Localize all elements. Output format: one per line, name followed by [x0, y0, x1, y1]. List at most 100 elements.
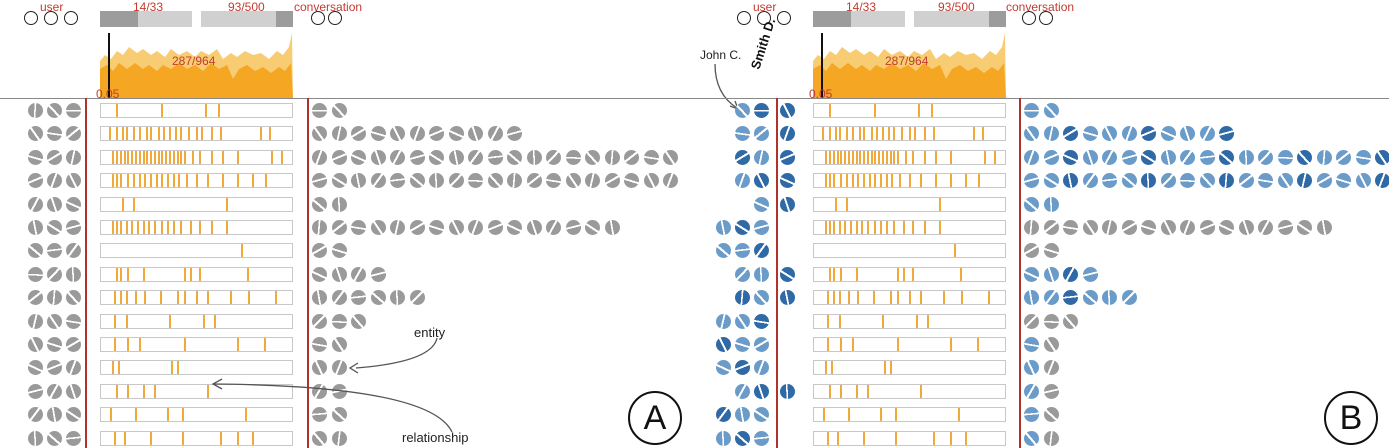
- entity-glyph-icon[interactable]: [1043, 337, 1059, 352]
- entity-glyph-icon[interactable]: [487, 173, 503, 189]
- user-filter-circle-icon[interactable]: [24, 11, 38, 25]
- entity-glyph-icon[interactable]: [28, 266, 43, 282]
- entity-glyph-icon[interactable]: [390, 290, 405, 306]
- conversation-timeline[interactable]: [813, 430, 1006, 446]
- entity-glyph-icon[interactable]: [1141, 149, 1156, 165]
- entity-glyph-icon[interactable]: [643, 149, 659, 165]
- entity-glyph-icon[interactable]: [1277, 149, 1293, 165]
- entity-glyph-icon[interactable]: [1024, 290, 1039, 306]
- entity-glyph-icon[interactable]: [780, 290, 795, 306]
- entity-glyph-icon[interactable]: [754, 313, 769, 329]
- entity-glyph-icon[interactable]: [47, 337, 62, 352]
- entity-glyph-icon[interactable]: [754, 173, 769, 189]
- entity-glyph-icon[interactable]: [448, 173, 464, 189]
- entity-glyph-icon[interactable]: [1121, 149, 1137, 165]
- conversation-filter-circle-icon[interactable]: [1022, 11, 1036, 25]
- entity-glyph-icon[interactable]: [1277, 220, 1293, 235]
- entity-glyph-icon[interactable]: [1258, 149, 1273, 165]
- entity-glyph-icon[interactable]: [331, 383, 347, 399]
- entity-glyph-icon[interactable]: [735, 430, 750, 446]
- entity-glyph-icon[interactable]: [1063, 149, 1078, 165]
- entity-glyph-icon[interactable]: [546, 149, 561, 165]
- entity-glyph-icon[interactable]: [716, 243, 731, 259]
- entity-glyph-icon[interactable]: [468, 149, 483, 165]
- entity-glyph-icon[interactable]: [754, 337, 769, 352]
- entity-glyph-icon[interactable]: [1375, 173, 1389, 189]
- user-filter-circle-icon[interactable]: [64, 11, 78, 25]
- entity-glyph-icon[interactable]: [351, 266, 366, 282]
- entity-glyph-icon[interactable]: [754, 360, 769, 376]
- entity-glyph-icon[interactable]: [735, 290, 750, 306]
- entity-glyph-icon[interactable]: [1063, 290, 1078, 306]
- entity-glyph-icon[interactable]: [1043, 220, 1059, 235]
- entity-glyph-icon[interactable]: [1024, 360, 1039, 376]
- entity-glyph-icon[interactable]: [1102, 126, 1117, 142]
- conversation-timeline[interactable]: [813, 290, 1006, 306]
- entity-glyph-icon[interactable]: [370, 173, 386, 189]
- entity-glyph-icon[interactable]: [1375, 149, 1389, 165]
- conversation-timeline[interactable]: [100, 290, 293, 306]
- conversation-timeline[interactable]: [100, 430, 293, 446]
- entity-glyph-icon[interactable]: [507, 173, 522, 189]
- entity-glyph-icon[interactable]: [754, 430, 769, 446]
- entity-glyph-icon[interactable]: [370, 126, 386, 142]
- entity-glyph-icon[interactable]: [735, 407, 750, 423]
- entity-glyph-icon[interactable]: [1102, 149, 1117, 165]
- entity-glyph-icon[interactable]: [312, 149, 327, 165]
- conversation-timeline[interactable]: [813, 149, 1006, 165]
- entity-glyph-icon[interactable]: [716, 337, 731, 352]
- entity-glyph-icon[interactable]: [780, 173, 795, 189]
- entity-glyph-icon[interactable]: [1297, 149, 1312, 165]
- entity-glyph-icon[interactable]: [409, 173, 425, 189]
- conversation-filter-circle-icon[interactable]: [328, 11, 342, 25]
- entity-glyph-icon[interactable]: [1063, 220, 1078, 235]
- entity-glyph-icon[interactable]: [1199, 126, 1215, 142]
- entity-glyph-icon[interactable]: [370, 266, 386, 282]
- conversation-timeline[interactable]: [813, 126, 1006, 142]
- entity-glyph-icon[interactable]: [47, 407, 62, 423]
- entity-glyph-icon[interactable]: [390, 220, 405, 235]
- entity-glyph-icon[interactable]: [565, 220, 581, 235]
- entity-glyph-icon[interactable]: [585, 149, 600, 165]
- entity-glyph-icon[interactable]: [312, 173, 327, 189]
- entity-glyph-icon[interactable]: [735, 313, 750, 329]
- entity-glyph-icon[interactable]: [66, 149, 81, 165]
- entity-glyph-icon[interactable]: [1082, 290, 1098, 306]
- entity-glyph-icon[interactable]: [604, 220, 620, 235]
- conversation-timeline[interactable]: [100, 407, 293, 423]
- entity-glyph-icon[interactable]: [1043, 149, 1059, 165]
- entity-glyph-icon[interactable]: [28, 196, 43, 212]
- entity-glyph-icon[interactable]: [643, 173, 659, 189]
- entity-glyph-icon[interactable]: [1219, 126, 1234, 142]
- entity-glyph-icon[interactable]: [1160, 173, 1176, 189]
- entity-glyph-icon[interactable]: [28, 220, 43, 235]
- conversation-timeline[interactable]: [813, 243, 1006, 259]
- entity-glyph-icon[interactable]: [754, 407, 769, 423]
- entity-glyph-icon[interactable]: [1024, 313, 1039, 329]
- entity-glyph-icon[interactable]: [1160, 220, 1176, 235]
- entity-glyph-icon[interactable]: [604, 149, 620, 165]
- entity-glyph-icon[interactable]: [312, 360, 327, 376]
- entity-glyph-icon[interactable]: [1121, 220, 1137, 235]
- entity-glyph-icon[interactable]: [1043, 103, 1059, 118]
- entity-glyph-icon[interactable]: [312, 337, 327, 352]
- entity-glyph-icon[interactable]: [1043, 126, 1059, 142]
- entity-glyph-icon[interactable]: [735, 337, 750, 352]
- entity-glyph-icon[interactable]: [429, 149, 444, 165]
- entity-glyph-icon[interactable]: [47, 266, 62, 282]
- entity-glyph-icon[interactable]: [1043, 360, 1059, 376]
- entity-glyph-icon[interactable]: [754, 243, 769, 259]
- entity-glyph-icon[interactable]: [1043, 430, 1059, 446]
- entity-glyph-icon[interactable]: [624, 173, 639, 189]
- entity-glyph-icon[interactable]: [66, 103, 81, 118]
- entity-glyph-icon[interactable]: [66, 360, 81, 376]
- entity-glyph-icon[interactable]: [780, 126, 795, 142]
- entity-glyph-icon[interactable]: [1141, 173, 1156, 189]
- conversation-timeline[interactable]: [813, 360, 1006, 376]
- entity-glyph-icon[interactable]: [1082, 173, 1098, 189]
- user-filter-circle-icon[interactable]: [737, 11, 751, 25]
- entity-glyph-icon[interactable]: [1043, 383, 1059, 399]
- entity-glyph-icon[interactable]: [1141, 220, 1156, 235]
- entity-glyph-icon[interactable]: [28, 337, 43, 352]
- entity-glyph-icon[interactable]: [370, 290, 386, 306]
